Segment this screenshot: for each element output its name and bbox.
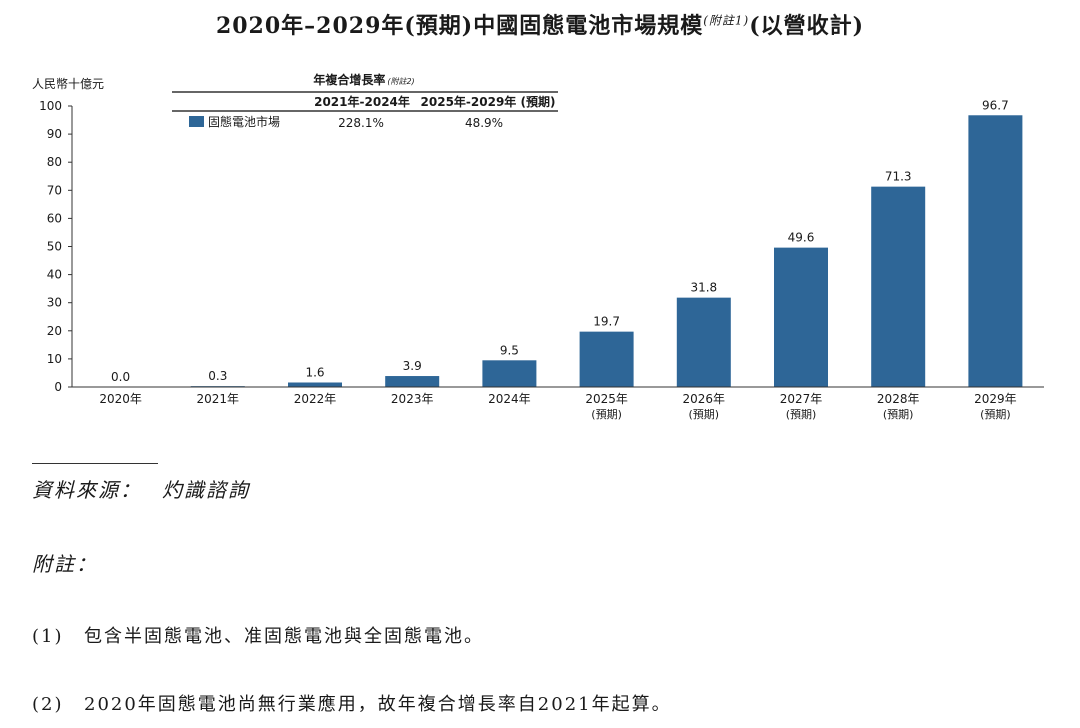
x-tick-label-6: 2026年 — [683, 392, 726, 406]
source-line: 資料來源： 灼識諮詢 — [32, 474, 250, 503]
note-2-number: (2) — [32, 694, 64, 715]
x-tick-sublabel-6: (預期) — [689, 408, 720, 421]
bar-chart: 人民幣十億元 年複合增長率 (附註2) 2021年-2024年 2025年-202… — [32, 72, 1044, 421]
title-note-ref: (附註1) — [703, 13, 750, 28]
source-label: 資料來源： — [32, 478, 142, 502]
x-tick-label-0: 2020年 — [99, 392, 142, 406]
cagr-col2-header: 2025年-2029年 (預期) — [421, 94, 556, 109]
y-tick-label-7: 70 — [47, 183, 62, 197]
x-tick-label-2: 2022年 — [294, 392, 337, 406]
cagr-col1-header: 2021年-2024年 — [314, 94, 410, 109]
y-tick-label-4: 40 — [47, 268, 62, 282]
bar-value-label-2: 1.6 — [305, 366, 324, 380]
x-axis: 2020年 2021年 2022年 2023年 2024年 2025年 (預期) 2026年 (… — [72, 386, 1044, 421]
bar-value-label-3: 3.9 — [403, 359, 422, 373]
note-2: (2) 2020年固態電池尚無行業應用，故年複合增長率自2021年起算。 — [32, 690, 672, 716]
bar-value-label-5: 19.7 — [593, 315, 620, 329]
x-tick-sublabel-9: (預期) — [980, 408, 1011, 421]
y-tick-label-0: 0 — [54, 380, 62, 394]
bar-2028年 — [871, 186, 926, 387]
bar-2024年 — [482, 360, 537, 387]
bar-2026年 — [676, 297, 731, 387]
chart-title-suffix: (以營收計) — [749, 13, 865, 39]
legend-label: 固態電池市場 — [208, 114, 280, 129]
bars: 0.0 0.3 1.6 3.9 9.5 19.7 31.8 49.6 71.3 96.7 — [111, 98, 1023, 387]
y-tick-label-3: 30 — [47, 296, 62, 310]
y-tick-label-9: 90 — [47, 127, 62, 141]
y-tick-label-1: 10 — [47, 352, 62, 366]
y-axis: 0 10 20 30 40 50 60 70 80 90 100 — [39, 99, 73, 394]
bar-2023年 — [385, 376, 440, 387]
x-tick-label-4: 2024年 — [488, 392, 531, 406]
x-tick-sublabel-7: (預期) — [786, 408, 817, 421]
note-2-text: 2020年固態電池尚無行業應用，故年複合增長率自2021年起算。 — [84, 694, 672, 715]
x-tick-label-7: 2027年 — [780, 392, 823, 406]
bar-2029年 — [968, 115, 1023, 387]
bar-value-label-1: 0.3 — [208, 369, 227, 383]
cagr-header-text: 年複合增長率 — [313, 72, 385, 87]
bar-value-label-8: 71.3 — [885, 170, 912, 184]
x-tick-label-1: 2021年 — [197, 392, 240, 406]
cagr-val2: 48.9% — [465, 116, 503, 130]
bar-value-label-6: 31.8 — [690, 281, 717, 295]
legend-swatch — [189, 116, 204, 127]
chart-title-main: 2020年–2029年(預期)中國固態電池市場規模 — [215, 13, 704, 39]
y-tick-label-8: 80 — [47, 155, 62, 169]
cagr-val1: 228.1% — [338, 116, 384, 130]
y-axis-label: 人民幣十億元 — [32, 77, 104, 91]
y-tick-label-5: 50 — [47, 240, 62, 254]
bar-value-label-0: 0.0 — [111, 370, 130, 384]
x-tick-sublabel-8: (預期) — [883, 408, 914, 421]
y-tick-label-6: 60 — [47, 211, 62, 225]
bar-2027年 — [774, 247, 828, 387]
y-tick-label-10: 100 — [39, 99, 62, 113]
bar-value-label-4: 9.5 — [500, 343, 519, 357]
note-1-text: 包含半固態電池、准固態電池與全固態電池。 — [84, 626, 484, 647]
source-value: 灼識諮詢 — [162, 478, 250, 502]
x-tick-sublabel-5: (預期) — [591, 408, 622, 421]
source-divider — [32, 463, 158, 464]
note-1: (1) 包含半固態電池、准固態電池與全固態電池。 — [32, 622, 484, 648]
bar-value-label-9: 96.7 — [982, 98, 1009, 112]
cagr-header-note: (附註2) — [387, 77, 414, 86]
bar-2022年 — [288, 382, 342, 387]
x-tick-label-9: 2029年 — [974, 392, 1017, 406]
x-tick-label-3: 2023年 — [391, 392, 434, 406]
x-tick-label-5: 2025年 — [585, 392, 628, 406]
chart-title: 2020年–2029年(預期)中國固態電池市場規模(附註1)(以營收計) — [0, 8, 1080, 40]
notes-heading: 附註： — [32, 552, 98, 576]
cagr-table: 年複合增長率 (附註2) 2021年-2024年 2025年-2029年 (預期)… — [172, 72, 558, 130]
y-tick-label-2: 20 — [47, 324, 62, 338]
bar-value-label-7: 49.6 — [788, 231, 815, 245]
note-1-number: (1) — [32, 626, 64, 647]
cagr-header: 年複合增長率 (附註2) — [313, 72, 414, 87]
bar-2025年 — [579, 331, 634, 387]
x-tick-label-8: 2028年 — [877, 392, 920, 406]
